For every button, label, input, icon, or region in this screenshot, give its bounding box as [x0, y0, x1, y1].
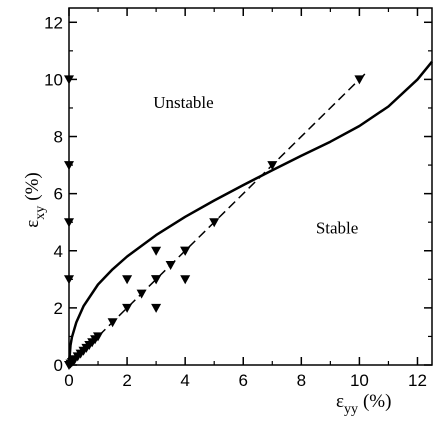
data-point-triangle: [151, 303, 162, 313]
data-point-triangle: [136, 289, 147, 299]
x-tick-label: 12: [408, 371, 427, 390]
data-point-triangle: [64, 75, 74, 85]
data-point-triangle: [267, 161, 278, 171]
data-point-triangle: [151, 246, 162, 256]
x-tick-label: 2: [122, 371, 131, 390]
region-label-unstable: Unstable: [153, 93, 213, 112]
y-tick-label: 4: [54, 242, 63, 261]
data-point-triangle: [209, 218, 220, 228]
x-axis-label: εyy (%): [336, 391, 391, 417]
data-point-triangle: [122, 303, 133, 313]
y-tick-label: 8: [54, 128, 63, 147]
region-label-stable: Stable: [316, 219, 359, 238]
plot-frame: [68, 7, 433, 366]
data-point-triangle: [64, 275, 74, 285]
y-axis-label: εxy (%): [22, 172, 48, 227]
y-tick-label: 2: [54, 299, 63, 318]
x-axis-symbol: ε: [336, 391, 344, 412]
y-tick-label: 12: [44, 13, 63, 32]
x-tick-label: 10: [350, 371, 369, 390]
y-tick-label: 6: [54, 185, 63, 204]
y-tick-label: 10: [44, 70, 63, 89]
y-axis-subscript: xy: [33, 206, 48, 220]
data-point-triangle: [354, 75, 365, 85]
data-point-triangle: [64, 218, 74, 228]
y-axis-symbol: ε: [22, 220, 43, 228]
data-point-triangle: [122, 275, 133, 285]
data-point-triangle: [151, 275, 162, 285]
data-point-triangle: [165, 261, 176, 270]
data-point-triangle: [64, 161, 74, 171]
data-point-triangle: [93, 332, 103, 342]
x-tick-label: 6: [239, 371, 248, 390]
data-point-triangle: [180, 246, 191, 256]
x-axis-subscript: yy: [344, 402, 358, 417]
x-tick-label: 4: [180, 371, 189, 390]
y-tick-label: 0: [54, 356, 63, 375]
stability-boundary-curve: [67, 60, 433, 366]
x-tick-label: 8: [297, 371, 306, 390]
x-tick-label: 0: [64, 371, 73, 390]
data-point-triangle: [107, 318, 118, 328]
data-point-triangle: [180, 275, 191, 285]
y-axis-unit: (%): [22, 172, 43, 200]
x-axis-unit: (%): [363, 391, 391, 412]
